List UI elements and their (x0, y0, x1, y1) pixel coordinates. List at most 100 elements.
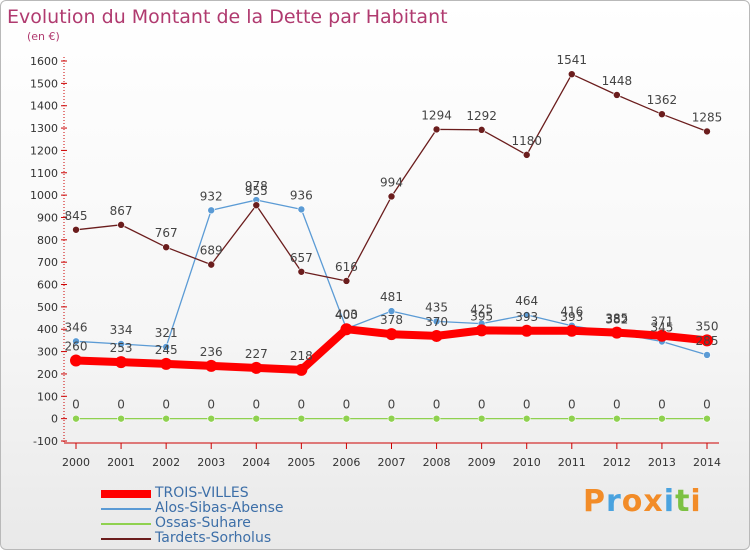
data-point (162, 414, 170, 423)
data-label: 1541 (557, 53, 588, 67)
data-label: 994 (380, 175, 403, 189)
data-label: 0 (433, 398, 441, 412)
data-label: 253 (110, 341, 133, 355)
data-point (117, 414, 125, 423)
data-label: 334 (110, 323, 133, 337)
legend-label: Ossas-Suhare (155, 515, 251, 531)
data-point (655, 329, 668, 342)
data-point (70, 354, 82, 367)
data-point (297, 414, 306, 423)
data-label: 0 (388, 398, 396, 412)
data-point (72, 225, 80, 234)
legend-label: TROIS-VILLES (155, 485, 249, 501)
data-label: 0 (72, 398, 80, 412)
data-label: 393 (515, 310, 538, 324)
data-point (252, 201, 261, 209)
y-tick-label: 200 (37, 368, 58, 381)
data-point (522, 311, 531, 319)
legend-swatch (101, 490, 151, 498)
proxiti-logo: Proxiti (583, 484, 702, 519)
y-tick-label: 600 (37, 279, 58, 292)
y-tick-label: 700 (37, 256, 58, 269)
logo-letter: i (663, 484, 676, 519)
data-label: 0 (658, 398, 666, 412)
x-tick-label: 2014 (693, 456, 721, 469)
data-point (567, 70, 576, 78)
data-label: 227 (245, 347, 268, 361)
data-point (297, 205, 306, 214)
data-point (115, 356, 128, 369)
y-tick-label: 1300 (30, 122, 58, 135)
data-point (522, 414, 531, 423)
x-tick-label: 2011 (558, 456, 586, 469)
x-tick-label: 2006 (332, 456, 360, 469)
data-point (387, 307, 396, 315)
data-point (207, 206, 216, 215)
x-tick-label: 2003 (197, 456, 225, 469)
data-point (613, 414, 621, 423)
data-label: 370 (425, 315, 448, 329)
data-point (701, 334, 713, 347)
data-point (658, 414, 666, 423)
data-label: 481 (380, 290, 403, 304)
data-point (703, 414, 711, 423)
data-point (207, 260, 216, 269)
data-point (342, 414, 351, 423)
data-label: 978 (245, 179, 268, 193)
data-label: 0 (252, 398, 260, 412)
data-label: 435 (425, 300, 448, 314)
data-label: 385 (605, 312, 628, 326)
data-label: 0 (162, 398, 170, 412)
data-point (252, 414, 261, 423)
data-label: 0 (613, 398, 621, 412)
x-tick-label: 2005 (287, 456, 315, 469)
data-point (297, 267, 306, 276)
y-tick-label: 400 (37, 323, 58, 336)
data-label: 0 (523, 398, 531, 412)
y-tick-label: 1500 (30, 77, 58, 90)
legend-label: Tardets-Sorholus (155, 530, 272, 546)
data-label: 236 (200, 345, 223, 359)
data-point (385, 328, 398, 341)
data-point (520, 324, 533, 337)
x-tick-label: 2004 (242, 456, 270, 469)
legend-swatch (101, 523, 151, 525)
data-point (610, 326, 623, 339)
data-label: 1180 (511, 134, 542, 148)
data-label: 403 (335, 308, 358, 322)
data-label: 0 (478, 398, 486, 412)
x-tick-label: 2000 (62, 456, 90, 469)
x-tick-label: 2007 (378, 456, 406, 469)
legend-swatch (101, 538, 151, 540)
data-point (342, 277, 351, 285)
data-point (430, 329, 443, 342)
data-point (703, 127, 711, 136)
data-point (613, 91, 621, 99)
y-tick-label: 1600 (30, 55, 58, 68)
data-point (475, 324, 488, 337)
data-label: 378 (380, 313, 403, 327)
x-tick-label: 2013 (648, 456, 676, 469)
data-label: 416 (560, 305, 583, 319)
data-label: 845 (65, 209, 88, 223)
data-label: 0 (568, 398, 576, 412)
data-label: 657 (290, 251, 313, 265)
data-point (207, 414, 216, 423)
data-label: 0 (298, 398, 306, 412)
data-label: 260 (65, 340, 88, 354)
data-point (160, 357, 173, 370)
data-label: 382 (605, 312, 628, 326)
x-tick-label: 2009 (468, 456, 496, 469)
data-label: 867 (110, 204, 133, 218)
data-label: 616 (335, 260, 358, 274)
data-label: 936 (290, 188, 313, 202)
data-label: 1285 (692, 110, 723, 124)
y-tick-label: 900 (37, 211, 58, 224)
data-point (72, 414, 80, 423)
y-tick-label: 100 (37, 390, 58, 403)
data-label: 1362 (647, 93, 678, 107)
data-label: 767 (155, 226, 178, 240)
data-point (295, 363, 308, 376)
